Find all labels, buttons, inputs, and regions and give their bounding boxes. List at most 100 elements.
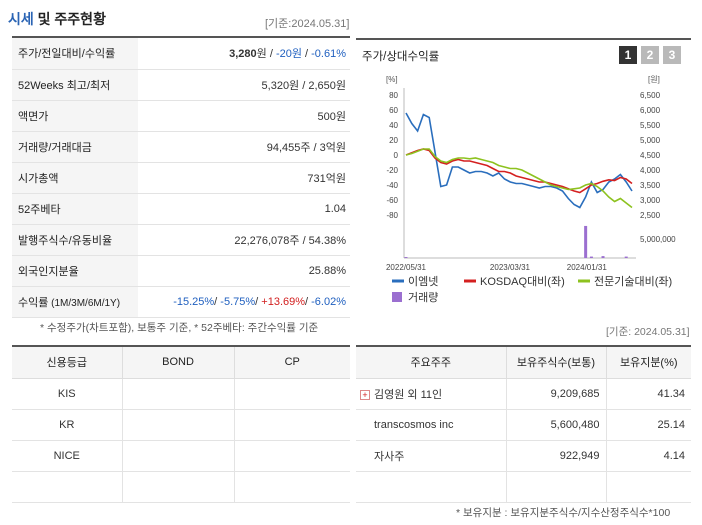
rating-cell (233, 378, 350, 410)
legend-label: 이엠넷 (408, 275, 438, 288)
info-label-text: 거래량/거래대금 (18, 141, 92, 154)
legend-label: KOSDAQ대비(좌) (480, 275, 565, 288)
right-tick-label: 5,500 (640, 121, 661, 130)
volume-bar (624, 256, 628, 258)
right-tick-label: 5,000 (640, 136, 661, 145)
chart-tabs: 1 2 3 (619, 46, 681, 64)
info-label: 시가총액 (12, 162, 138, 194)
info-value-part: -15.25% (173, 295, 215, 308)
left-tick-label: 20 (389, 136, 398, 145)
top-divider (12, 36, 350, 38)
chart-tab-1[interactable]: 1 (619, 46, 637, 64)
series-line-sector (405, 148, 633, 209)
info-value: 500원 (138, 100, 350, 132)
left-tick-label: -40 (386, 181, 398, 190)
x-tick-label: 2023/03/31 (490, 263, 531, 272)
rating-divider (12, 345, 350, 347)
left-tick-label: -20 (386, 166, 398, 175)
chart-tab-2[interactable]: 2 (641, 46, 659, 64)
right-tick-label: 2,500 (640, 211, 661, 220)
legend-swatch-volume (392, 292, 402, 302)
info-value-part: / (255, 295, 262, 308)
right-tick-label: 4,000 (640, 166, 661, 175)
holders-header: 보유주식수(보통) (505, 347, 606, 379)
rating-cell (233, 471, 350, 503)
title-rest: 및 주주현황 (33, 11, 106, 27)
info-value-part: +13.69% (261, 295, 306, 308)
info-row: 52주베타 1.04 (12, 193, 350, 225)
holder-row (356, 471, 691, 503)
info-value-part: -6.02% (311, 295, 346, 308)
info-value-part: -5.75% (220, 295, 256, 308)
info-note: * 수정주가(차트포함), 보통주 기준, * 52주베타: 주간수익률 기준 (40, 322, 319, 334)
right-tick-label: 6,500 (640, 91, 661, 100)
holders-header: 주요주주 (356, 347, 506, 379)
info-label-text: 주가/전일대비/수익률 (18, 48, 116, 61)
holder-name-cell: 자사주 (356, 440, 506, 472)
credit-rating-table: 신용등급 BOND CP KIS KR NICE (12, 347, 350, 503)
right-axis-unit: [원] (648, 75, 660, 84)
rating-header: BOND (121, 347, 234, 379)
info-value-part: -0.61% (311, 48, 346, 61)
right-tick-label: 3,000 (640, 196, 661, 205)
info-value-part: 5,320원 / 2,650원 (261, 79, 346, 92)
left-tick-label: 0 (394, 151, 399, 160)
info-label: 52Weeks 최고/최저 (12, 69, 138, 101)
holder-pct (605, 471, 691, 503)
info-value-part: 731억원 (307, 172, 346, 185)
rating-cell (121, 409, 234, 441)
holder-name-cell: transcosmos inc (356, 409, 506, 441)
left-axis-unit: [%] (386, 75, 398, 84)
legend-label: 전문기술대비(좌) (594, 275, 672, 288)
info-label: 52주베타 (12, 193, 138, 225)
info-label: 거래량/거래대금 (12, 131, 138, 163)
info-label-text: 52Weeks 최고/최저 (18, 79, 111, 92)
rating-cell (121, 471, 234, 503)
rating-header: 신용등급 (12, 347, 122, 379)
x-tick-label: 2022/05/31 (386, 263, 427, 272)
right-tick-label: 4,500 (640, 151, 661, 160)
left-tick-label: 60 (389, 106, 398, 115)
left-tick-label: -60 (386, 196, 398, 205)
holder-name-cell: + 김영원 외 11인 (356, 378, 506, 410)
volume-bar (404, 257, 408, 258)
info-label: 발행주식수/유동비율 (12, 224, 138, 256)
holder-shares: 5,600,480 (505, 409, 606, 441)
holders-note: * 보유지분 : 보유지분주식수/지수산정주식수*100 (456, 507, 671, 519)
base-date: [기준:2024.05.31] (265, 18, 350, 30)
info-label-text: 액면가 (18, 110, 49, 123)
title-accent: 시세 (8, 11, 34, 27)
info-label: 외국인지분율 (12, 255, 138, 287)
info-label: 주가/전일대비/수익률 (12, 38, 138, 70)
info-label: 액면가 (12, 100, 138, 132)
chart-tab-3[interactable]: 3 (663, 46, 681, 64)
info-row: 거래량/거래대금 94,455주 / 3억원 (12, 131, 350, 163)
holder-shares: 9,209,685 (505, 378, 606, 410)
rating-cell: KIS (12, 378, 122, 410)
quote-info-table: 주가/전일대비/수익률 3,280원 / -20원 / -0.61% 52Weeks… (12, 38, 350, 318)
info-label-period: (1M/3M/6M/1Y) (48, 297, 121, 309)
info-row: 외국인지분율 25.88% (12, 255, 350, 287)
info-value-part: 원 / (256, 48, 276, 61)
info-value-part: 500원 (317, 110, 346, 123)
rating-row: KR (12, 409, 350, 441)
holders-divider (356, 345, 691, 347)
info-row: 52Weeks 최고/최저 5,320원 / 2,650원 (12, 69, 350, 101)
volume-bar (589, 256, 593, 258)
chart-title: 주가/상대수익률 (362, 51, 440, 63)
info-value: 22,276,078주 / 54.38% (138, 224, 350, 256)
legend-label: 거래량 (408, 291, 438, 304)
rating-cell: KR (12, 409, 122, 441)
holder-row: + 김영원 외 11인 9,209,685 41.34 (356, 378, 691, 410)
holder-shares: 922,949 (505, 440, 606, 472)
info-label-text: 52주베타 (18, 203, 61, 216)
rating-row: NICE (12, 440, 350, 472)
info-value-part: 94,455주 / 3억원 (266, 141, 346, 154)
chart-panel: 주가/상대수익률 1 2 3 [%] [원] 80 60 40 20 0 -20 -40 -60 -… (356, 38, 691, 308)
info-value: -15.25%/ -5.75%/ +13.69%/ -6.02% (138, 286, 350, 318)
volume-bar (584, 225, 588, 258)
expand-plus-icon[interactable]: + (360, 389, 370, 400)
holder-shares (505, 471, 606, 503)
rating-cell (233, 440, 350, 472)
info-value-part: 1.04 (324, 202, 346, 215)
